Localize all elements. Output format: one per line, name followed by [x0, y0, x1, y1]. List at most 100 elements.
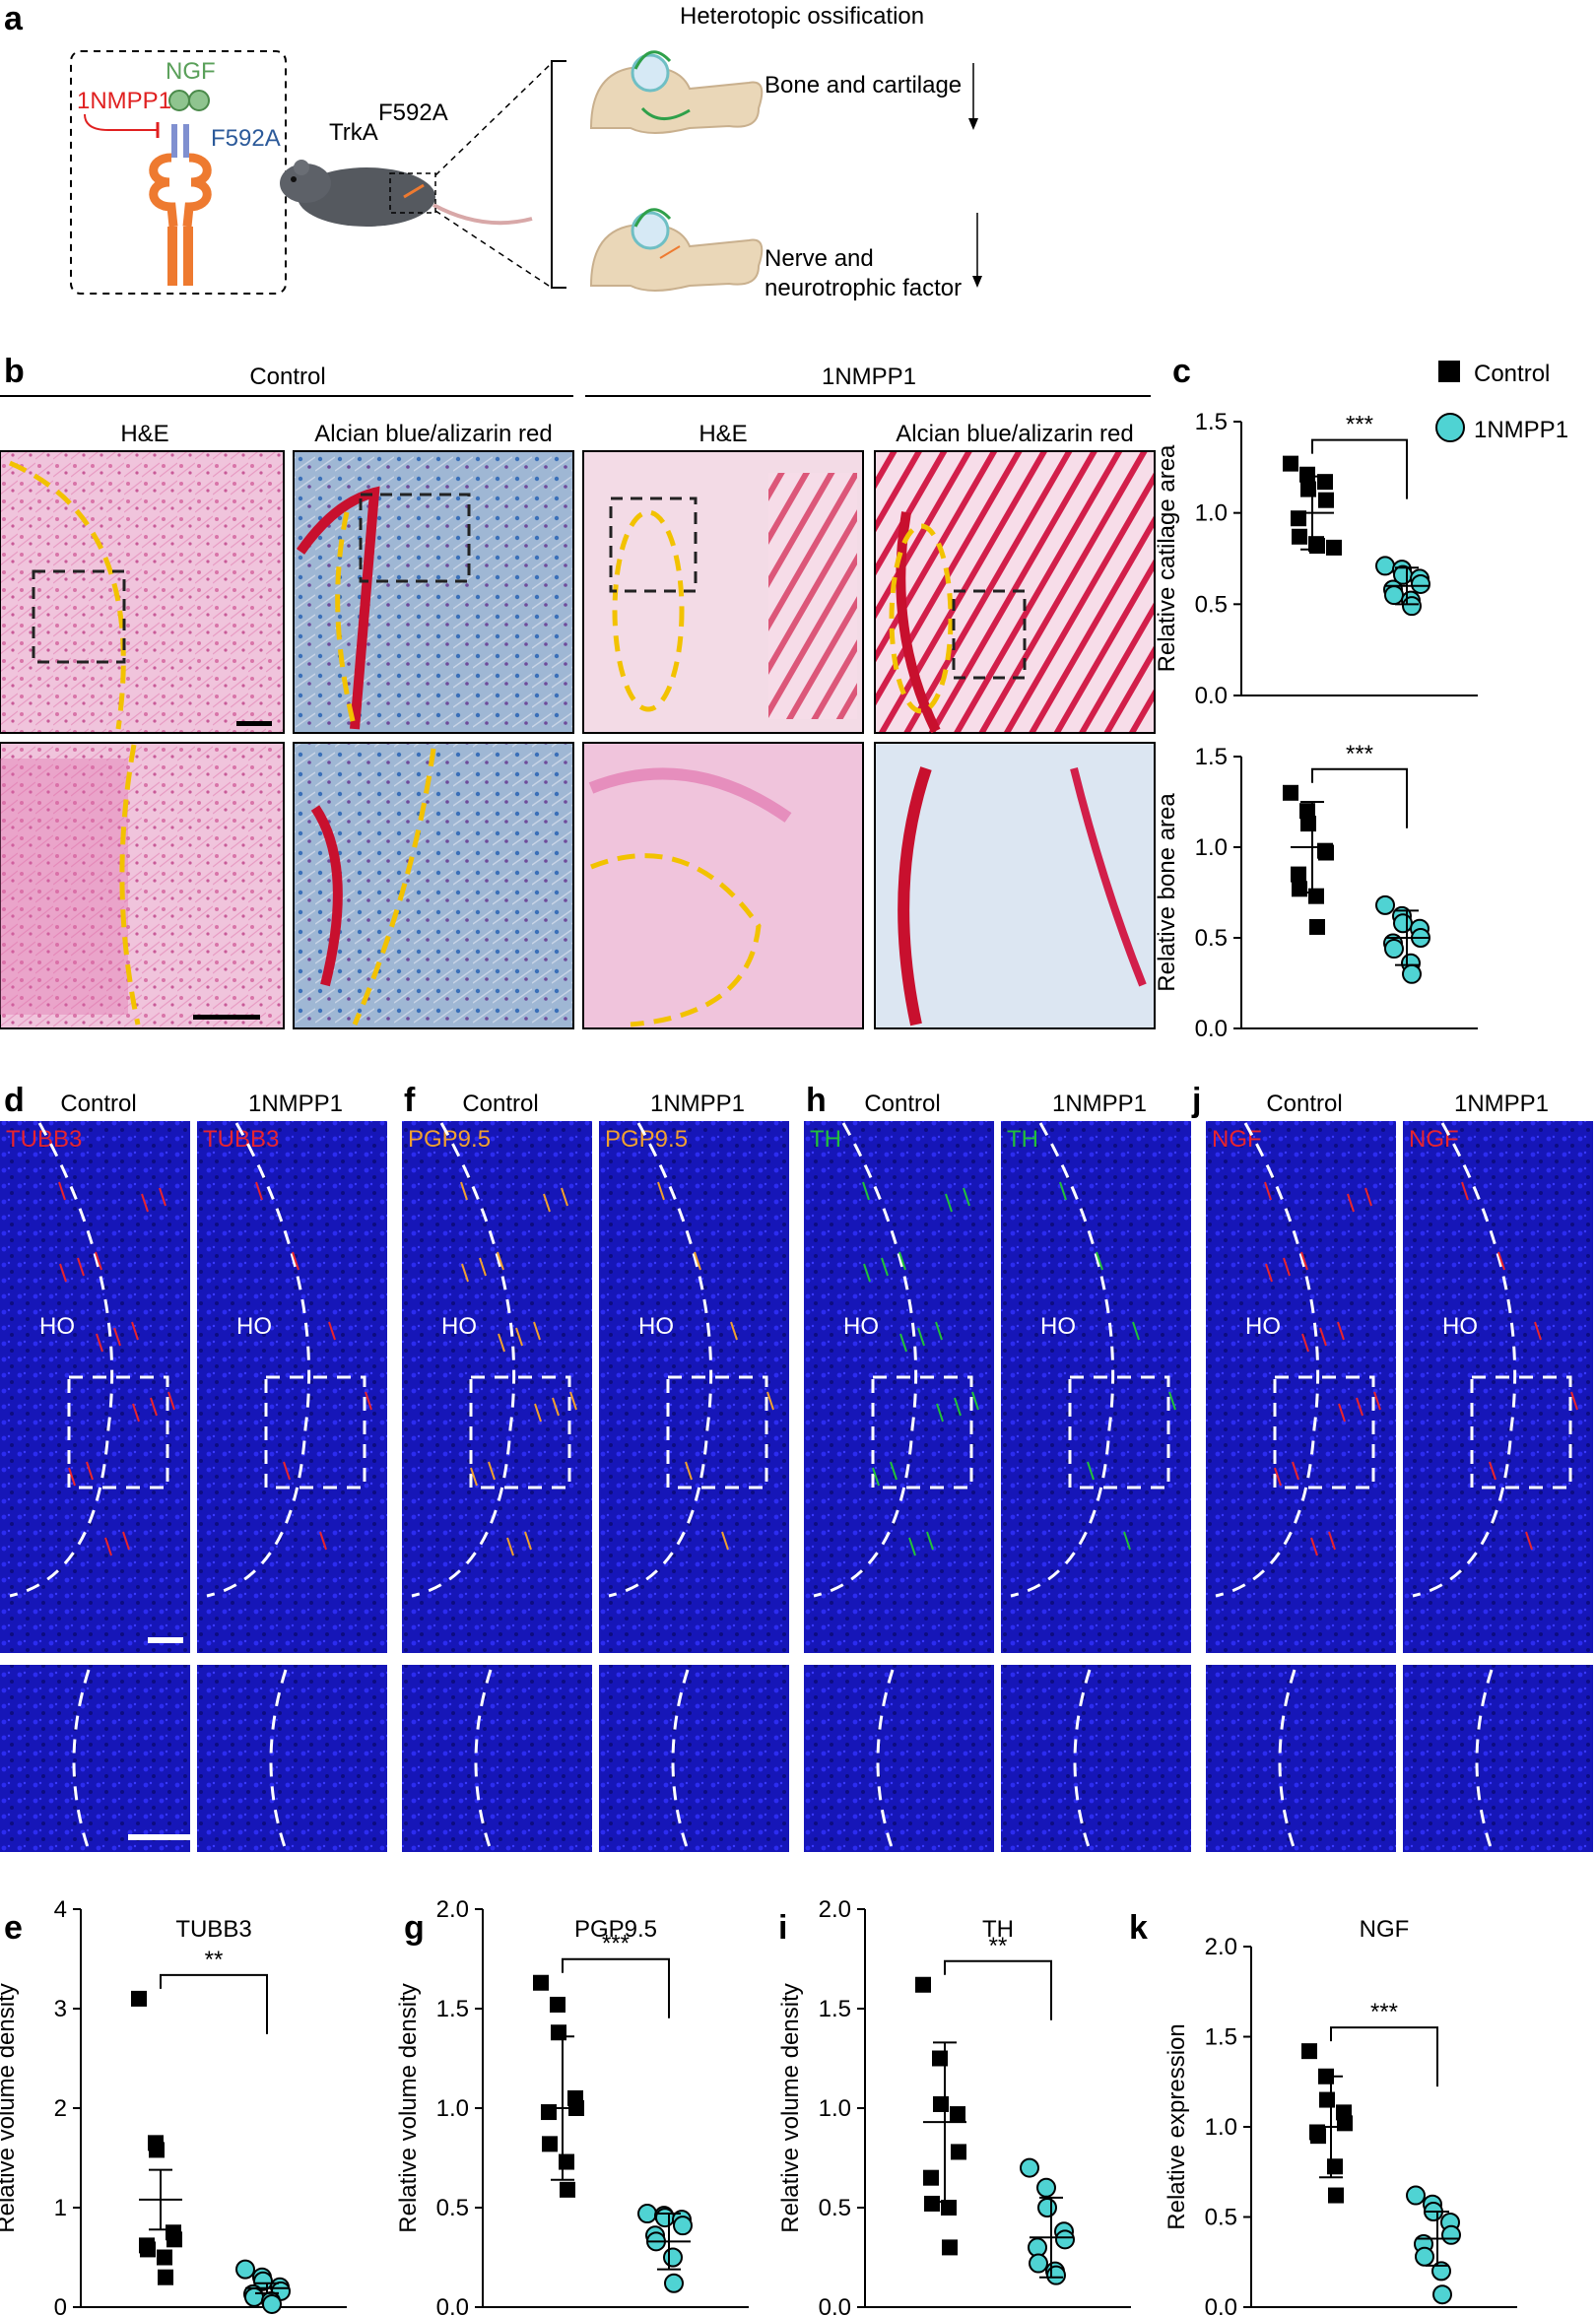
panel-label-d: d [4, 1082, 25, 1119]
signal-mark [657, 1181, 665, 1201]
chart-relative-cartilage-area: 0.0 0.5 1.0 1.5 Relative catilage area *** [1154, 409, 1478, 709]
y-tick-label: 0.0 [1205, 2294, 1237, 2316]
if-image-control [402, 1121, 592, 1653]
chart-title: TH [982, 1916, 1014, 1943]
chart-pgp95: 0.0 0.5 1.0 1.5 2.0 Relative volume density PG… [395, 1896, 749, 2316]
point-control [1291, 866, 1306, 883]
point-control [541, 2104, 557, 2121]
marker-label: TH [1007, 1126, 1038, 1153]
point-control [551, 2024, 566, 2041]
signal-mark [872, 1467, 880, 1487]
point-control [533, 1974, 549, 1991]
point-1nmpp1 [244, 2286, 264, 2307]
point-control [951, 2144, 966, 2160]
signal-mark [1373, 1391, 1381, 1411]
y-tick-label: 2.0 [1205, 1934, 1237, 1960]
zoom-box [469, 1375, 571, 1489]
significance-bracket [1330, 2026, 1438, 2087]
column-label-control: Control [1266, 1091, 1342, 1117]
significance-label: *** [1346, 741, 1373, 767]
point-control [1318, 844, 1334, 861]
point-1nmpp1 [262, 2293, 282, 2314]
signal-mark [524, 1531, 532, 1551]
significance-label: ** [205, 1947, 224, 1973]
signal-mark [766, 1391, 774, 1411]
signal-mark [543, 1193, 551, 1213]
y-tick-label: 1.0 [819, 2095, 851, 2122]
signal-mark [104, 1537, 112, 1556]
signal-mark [132, 1403, 140, 1423]
signal-mark [935, 1321, 943, 1341]
point-control [560, 2181, 575, 2198]
point-control [1310, 2128, 1326, 2145]
significance-label: ** [989, 1933, 1008, 1959]
significance-bracket [1311, 438, 1408, 499]
point-1nmpp1 [1037, 2198, 1057, 2217]
if-image-control [1206, 1121, 1396, 1653]
point-control [166, 2231, 182, 2248]
signal-mark [685, 1461, 693, 1481]
point-control [924, 2195, 940, 2212]
y-tick-label: 1.5 [1205, 2024, 1237, 2051]
y-tick-label: 4 [54, 1896, 67, 1923]
point-1nmpp1 [1029, 2253, 1048, 2274]
signal-mark [963, 1187, 970, 1207]
point-1nmpp1 [1402, 596, 1422, 617]
point-1nmpp1 [1036, 2177, 1056, 2198]
panel-a-schematic: NGF 1NMPP1 F592A TrkA F592A Hetero [70, 3, 982, 301]
chart-tubb3: 0 1 2 3 4 Relative volume density TUBB3 e ** [0, 1896, 347, 2316]
legend-1nmpp1-label: 1NMPP1 [1474, 417, 1568, 443]
signal-mark [1274, 1467, 1282, 1487]
point-control [1319, 2091, 1335, 2108]
y-tick-label: 1.0 [1205, 2114, 1237, 2141]
chart-title: TUBB3 [175, 1916, 251, 1943]
if-image-treated [1001, 1121, 1191, 1653]
signal-mark [561, 1187, 568, 1207]
y-tick-label: 0.5 [1195, 591, 1228, 618]
signal-mark [77, 1257, 85, 1277]
ho-boundary [1412, 1122, 1517, 1598]
marker-label: PGP9.5 [605, 1126, 688, 1153]
panel-label-j: j [1191, 1082, 1201, 1119]
if-panel-h: h Control 1NMPP1 TH HO TH HO [804, 1082, 1191, 1852]
panel-label-c: c [1172, 353, 1191, 390]
ho-boundary [608, 1122, 713, 1598]
y-tick-label: 1 [54, 2195, 67, 2221]
signal-mark [1337, 1321, 1345, 1341]
point-control [941, 2200, 957, 2216]
panel-label-f: f [404, 1082, 416, 1119]
y-axis-label: Relative volume density [0, 1983, 20, 2232]
column-label-1nmpp1: 1NMPP1 [248, 1091, 343, 1117]
column-label-control: Control [60, 1091, 136, 1117]
y-tick-label: 1.5 [819, 1996, 851, 2022]
point-1nmpp1 [1393, 913, 1413, 934]
inhibitor-label: 1NMPP1 [77, 88, 171, 114]
ho-label: HO [843, 1313, 879, 1340]
ho-boundary [1010, 1122, 1115, 1598]
point-1nmpp1 [637, 2204, 657, 2224]
chart-relative-bone-area: 0.0 0.5 1.0 1.5 Relative bone area *** [1154, 741, 1478, 1042]
y-axis-label: Relative volume density [395, 1983, 422, 2232]
if-image-treated [599, 1121, 789, 1653]
legend-1nmpp1-marker [1435, 413, 1465, 442]
scale-bar-if-zoom [128, 1834, 191, 1840]
signal-mark [881, 1257, 889, 1277]
point-1nmpp1 [1384, 939, 1404, 959]
significance-label: *** [1346, 412, 1373, 438]
signal-mark [1123, 1531, 1131, 1551]
y-tick-label: 0.0 [1195, 1016, 1228, 1042]
ho-boundary [9, 1122, 114, 1598]
signal-mark [141, 1193, 149, 1213]
signal-mark [1338, 1403, 1346, 1423]
column-label-control: Control [462, 1091, 538, 1117]
signal-mark [506, 1537, 514, 1556]
signal-mark [534, 1403, 542, 1423]
chart-title: PGP9.5 [574, 1916, 657, 1943]
if-zoom-treated [197, 1665, 387, 1852]
point-1nmpp1 [1375, 556, 1395, 576]
point-1nmpp1 [1406, 2185, 1426, 2206]
y-tick-label: 1.5 [1195, 744, 1228, 770]
readout-nerve-l1: Nerve and [765, 245, 874, 272]
signal-mark [936, 1403, 944, 1423]
signal-mark [365, 1391, 372, 1411]
